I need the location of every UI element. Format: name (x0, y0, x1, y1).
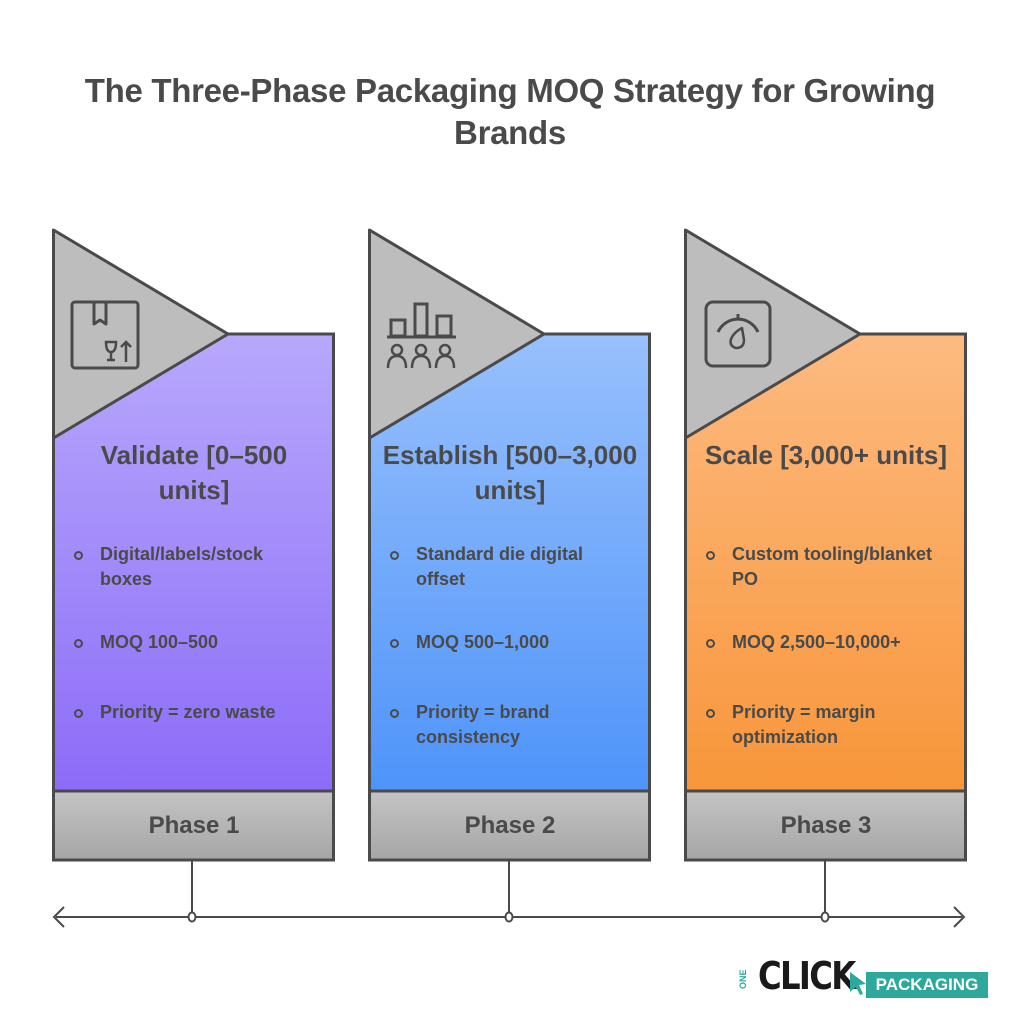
phase-3-card: Scale [3,000+ units] Custom tooling/blan… (684, 228, 968, 862)
logo-packaging: PACKAGING (866, 972, 988, 998)
page-title: The Three-Phase Packaging MOQ Strategy f… (84, 72, 936, 151)
bullet-item: Priority = zero waste (70, 700, 320, 725)
phase-2-heading: Establish [500–3,000 units] (382, 440, 638, 505)
audience-chart-icon (386, 302, 456, 369)
bullet-item: MOQ 100–500 (70, 630, 320, 700)
phase-3-shape (684, 228, 967, 862)
phase-1-heading: Validate [0–500 units] (100, 440, 288, 505)
fragile-box-icon (70, 300, 140, 370)
phase-2-card: Establish [500–3,000 units] Standard die… (368, 228, 652, 862)
bullet-item: MOQ 500–1,000 (386, 630, 636, 700)
logo-one: ONE (738, 969, 748, 989)
bullet-icon (390, 551, 399, 560)
bullet-item: Standard die digital offset (386, 542, 636, 630)
bullet-icon (706, 709, 715, 718)
phase-1-bullets: Digital/labels/stock boxes MOQ 100–500 P… (70, 542, 320, 725)
timeline-marker-1 (187, 911, 197, 923)
bullet-item: Priority = brand consistency (386, 700, 636, 750)
phase-3-label: Phase 3 (780, 812, 872, 839)
arrow-left-icon (52, 906, 65, 928)
cursor-arrow-icon (850, 972, 866, 995)
phase-3-heading: Scale [3,000+ units] (704, 440, 948, 470)
phase-1-label: Phase 1 (148, 812, 240, 839)
bullet-icon (74, 551, 83, 560)
bullet-icon (706, 551, 715, 560)
bullet-item: Priority = margin optimization (702, 700, 952, 750)
arrow-right-icon (953, 906, 966, 928)
phase-1-card: Validate [0–500 units] Digital/labels/st… (52, 228, 336, 862)
scale-gauge-icon (704, 300, 772, 368)
logo-click: CLICK (758, 954, 856, 998)
phase-2-label: Phase 2 (464, 812, 556, 839)
brand-logo: ONE CLICK PACKAGING (738, 954, 988, 1000)
bullet-icon (74, 709, 83, 718)
timeline-marker-2 (504, 911, 514, 923)
phase-2-bullets: Standard die digital offset MOQ 500–1,00… (386, 542, 636, 750)
phase-1-shape (52, 228, 335, 862)
timeline-marker-3 (820, 911, 830, 923)
bullet-item: Digital/labels/stock boxes (70, 542, 320, 630)
timeline (52, 860, 966, 928)
bullet-icon (390, 639, 399, 648)
phase-3-bullets: Custom tooling/blanket PO MOQ 2,500–10,0… (702, 542, 952, 750)
phase-2-shape (368, 228, 651, 862)
bullet-item: Custom tooling/blanket PO (702, 542, 952, 630)
bullet-icon (390, 709, 399, 718)
bullet-icon (706, 639, 715, 648)
bullet-item: MOQ 2,500–10,000+ (702, 630, 952, 700)
bullet-icon (74, 639, 83, 648)
